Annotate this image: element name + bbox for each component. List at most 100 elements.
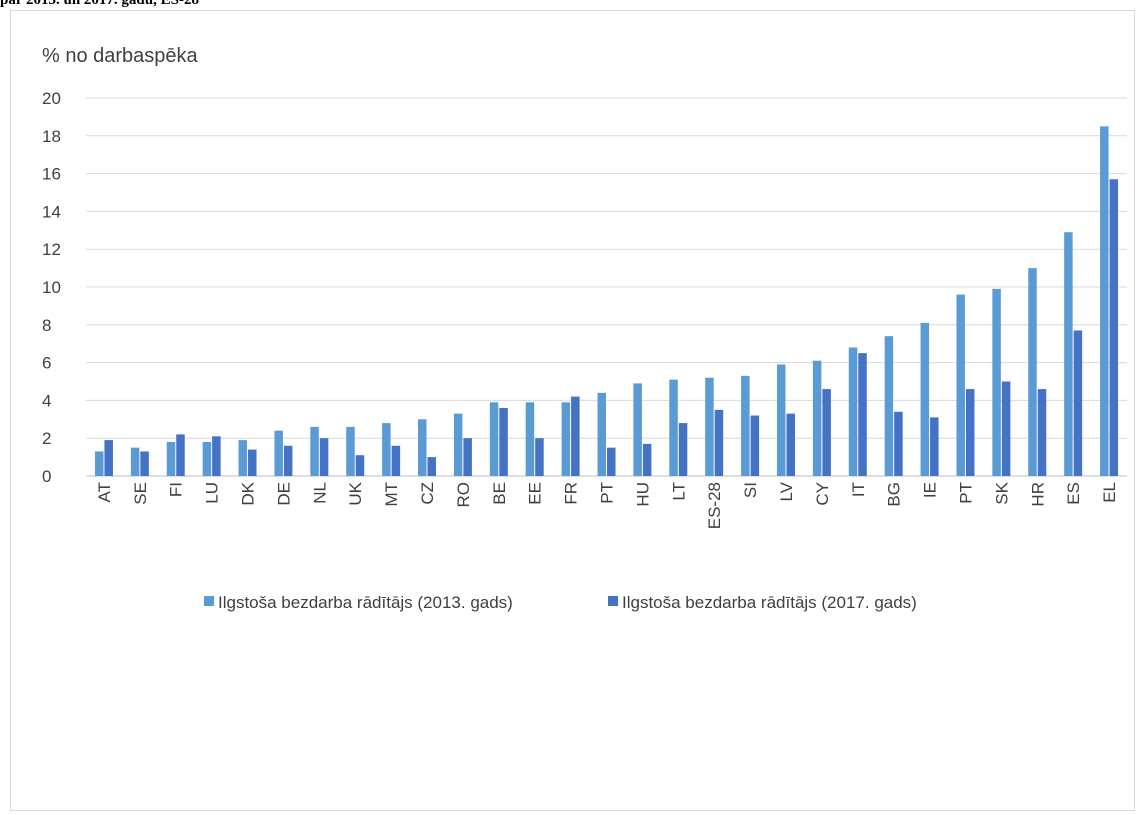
x-tick-label: IE	[921, 482, 940, 498]
figure-caption: par 2013. un 2017. gadu, ES-28	[0, 0, 199, 8]
y-tick-label: 6	[42, 354, 51, 373]
x-tick-label: AT	[95, 482, 114, 502]
y-tick-label: 16	[42, 165, 61, 184]
x-tick-label: PT	[956, 482, 975, 504]
bar-series2	[858, 353, 867, 476]
bar-series1	[920, 322, 930, 476]
bar-series1	[741, 375, 750, 476]
bar-series1	[453, 413, 463, 476]
x-tick-label: BG	[885, 482, 904, 507]
bar-series1	[130, 447, 140, 476]
legend: Ilgstoša bezdarba rādītājs (2013. gads) I…	[204, 593, 917, 612]
bar-series1	[884, 336, 894, 476]
bar-series1	[561, 402, 571, 476]
x-tick-label: SK	[992, 481, 1011, 504]
gridlines	[86, 97, 1127, 477]
bar-series1	[418, 419, 427, 476]
x-tick-label: LU	[203, 482, 222, 504]
bar-series1	[812, 360, 822, 476]
y-tick-labels: 0 2 4 6 8 10 12 14 16 18 20	[42, 89, 61, 486]
bar-series2	[965, 389, 975, 476]
bar-series2	[427, 457, 437, 476]
y-tick-label: 8	[42, 316, 51, 335]
x-tick-label: LT	[669, 482, 688, 501]
bar-series2	[283, 445, 293, 476]
x-tick-label: ES	[1064, 482, 1083, 505]
bar-series2	[714, 409, 724, 476]
bar-series1	[382, 423, 391, 476]
legend-label: Ilgstoša bezdarba rādītājs (2017. gads)	[622, 593, 917, 612]
bar-series2	[1109, 179, 1119, 476]
x-tick-label: RO	[454, 482, 473, 508]
x-tick-label: UK	[346, 481, 365, 505]
bar-series1	[848, 347, 858, 476]
x-tick-label: DK	[239, 481, 258, 505]
bar-series2	[212, 436, 221, 476]
bars	[94, 126, 1119, 476]
y-tick-label: 2	[42, 429, 51, 448]
x-tick-label: CY	[813, 482, 832, 506]
bar-series2	[463, 438, 472, 476]
x-tick-label: DE	[274, 482, 293, 506]
bar-series1	[669, 379, 678, 476]
bar-series2	[355, 455, 365, 476]
y-tick-label: 12	[42, 240, 61, 259]
bar-series1	[489, 402, 499, 476]
y-tick-label: 14	[42, 202, 61, 221]
y-tick-label: 0	[42, 467, 51, 486]
x-tick-label: BE	[490, 482, 509, 505]
bar-series2	[750, 415, 760, 476]
x-tick-label: LV	[777, 481, 796, 501]
legend-swatch	[204, 596, 214, 606]
x-tick-labels: AT SE FI LU DK DE NL UK MT CZ RO BE EE FR PT HU LT ES-28 S…	[95, 481, 1119, 529]
legend-label: Ilgstoša bezdarba rādītājs (2013. gads)	[218, 593, 513, 612]
bar-series1	[1100, 126, 1109, 476]
x-tick-label: ES-28	[705, 482, 724, 529]
bar-series2	[499, 407, 508, 476]
x-tick-label: HR	[1028, 482, 1047, 507]
bar-series2	[642, 443, 652, 476]
bar-series2	[535, 438, 544, 476]
bar-chart: % no darbaspēka 0 2 4 6 8 10 12 14 16 18 20 AT SE FI…	[42, 45, 1127, 612]
bar-series2	[391, 445, 401, 476]
bar-series1	[633, 383, 642, 476]
bar-series1	[992, 288, 1001, 476]
x-tick-label: FI	[167, 482, 186, 497]
bar-series2	[1037, 389, 1047, 476]
bar-series2	[607, 447, 616, 476]
bar-series1	[346, 426, 355, 476]
bar-series2	[140, 451, 149, 476]
bar-series2	[1001, 381, 1011, 476]
bar-series1	[166, 441, 176, 476]
x-tick-label: MT	[382, 482, 401, 507]
x-tick-label: HU	[633, 482, 652, 507]
bar-series2	[678, 423, 688, 476]
bar-series1	[956, 294, 965, 476]
x-tick-label: NL	[310, 482, 329, 504]
bar-series1	[310, 426, 319, 476]
bar-series1	[1028, 268, 1037, 476]
bar-series1	[1064, 232, 1073, 476]
bar-series2	[930, 417, 939, 476]
y-tick-label: 4	[42, 391, 51, 410]
bar-series1	[705, 377, 714, 476]
y-axis-label: % no darbaspēka	[42, 45, 199, 67]
bar-series1	[525, 402, 535, 476]
bar-series1	[776, 364, 786, 476]
x-tick-label: CZ	[418, 482, 437, 505]
bar-series2	[822, 389, 831, 476]
bar-series2	[319, 438, 329, 476]
x-tick-label: SE	[131, 482, 150, 505]
x-tick-label: SI	[741, 482, 760, 498]
x-tick-label: IT	[849, 482, 868, 497]
x-tick-label: EL	[1100, 482, 1119, 503]
bar-series1	[238, 440, 248, 476]
bar-series1	[202, 441, 212, 476]
y-tick-label: 10	[42, 278, 61, 297]
bar-series2	[176, 434, 185, 476]
x-tick-label: EE	[526, 482, 545, 505]
bar-series1	[94, 451, 104, 476]
bar-series1	[597, 392, 606, 476]
bar-series2	[786, 413, 795, 476]
bar-series1	[274, 430, 283, 476]
